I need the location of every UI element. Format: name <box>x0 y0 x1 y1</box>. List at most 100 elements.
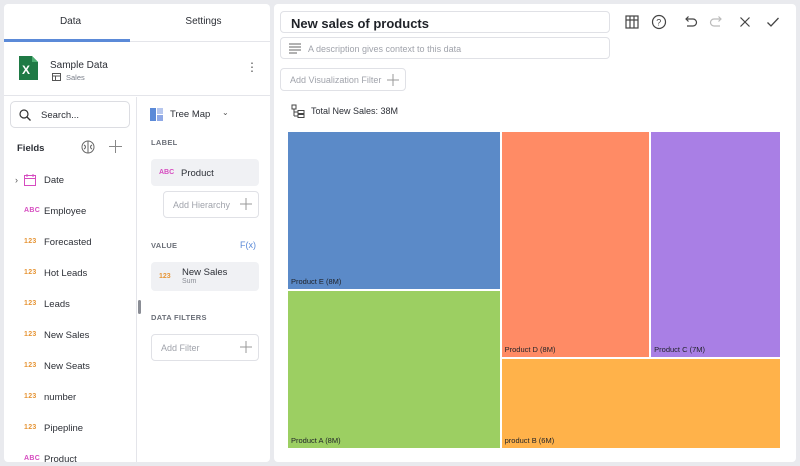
plus-icon <box>240 341 252 353</box>
treemap-cell-label: Product E (8M) <box>291 277 342 286</box>
treemap-cell-label: product B (6M) <box>504 435 555 445</box>
visualization-config: Tree Map ⌄ LABEL ABC Product Add Hierarc… <box>138 97 270 462</box>
field-pipepline[interactable]: 123 Pipepline <box>4 419 136 439</box>
field-new-seats[interactable]: 123 New Seats <box>4 357 136 377</box>
redo-icon[interactable] <box>708 13 726 31</box>
field-name: Product <box>44 454 77 462</box>
field-name: New Sales <box>44 330 90 341</box>
help-icon[interactable]: ? <box>650 13 668 31</box>
plus-icon <box>387 74 399 86</box>
search-placeholder: Search... <box>41 110 80 121</box>
treemap-chart: Product E (8M) Product A (8M) Product D (8… <box>287 131 781 449</box>
description-placeholder: A description gives context to this data <box>308 44 462 54</box>
svg-text:X: X <box>22 63 30 77</box>
formula-button[interactable]: F(x) <box>240 240 256 250</box>
treemap-cell-product-d[interactable]: Product D (8M) <box>500 131 651 359</box>
abc-type-icon: ABC <box>24 207 41 214</box>
number-type-icon: 123 <box>24 424 37 431</box>
field-hot-leads[interactable]: 123 Hot Leads <box>4 264 136 284</box>
close-icon[interactable] <box>736 13 754 31</box>
field-name: Leads <box>44 299 70 310</box>
undo-icon[interactable] <box>681 13 699 31</box>
visualization-editor: New sales of products A description give… <box>274 4 796 462</box>
number-type-icon: 123 <box>24 393 37 400</box>
add-field-icon[interactable] <box>109 140 122 153</box>
add-hierarchy-button[interactable]: Add Hierarchy <box>163 191 259 218</box>
search-icon <box>19 109 31 121</box>
panel-splitter-handle[interactable] <box>138 300 141 314</box>
field-name: Date <box>44 175 65 186</box>
search-input[interactable]: Search... <box>10 101 130 128</box>
active-tab-indicator <box>4 39 130 42</box>
number-type-icon: 123 <box>24 300 37 307</box>
calendar-icon <box>24 174 36 186</box>
source-sheet: Sales <box>66 73 85 82</box>
chevron-right-icon[interactable]: › <box>15 175 18 185</box>
number-type-icon: 123 <box>159 273 171 280</box>
data-panel: Data Settings X Sample Data Sales ⋮ Sear… <box>4 4 270 462</box>
source-name: Sample Data <box>50 60 108 71</box>
treemap-cell-product-b[interactable]: product B (6M) <box>500 358 781 449</box>
field-name: Employee <box>44 206 87 217</box>
brain-icon[interactable] <box>81 140 95 154</box>
fields-column: Search... Fields › Date ABC Employee <box>4 97 137 462</box>
number-type-icon: 123 <box>24 362 37 369</box>
number-type-icon: 123 <box>24 331 37 338</box>
add-hierarchy-label: Add Hierarchy <box>173 200 231 210</box>
field-number[interactable]: 123 number <box>4 388 136 408</box>
add-filter-label: Add Filter <box>161 343 200 353</box>
treemap-cell-product-e[interactable]: Product E (8M) <box>287 131 501 290</box>
abc-type-icon: ABC <box>159 169 175 176</box>
field-date[interactable]: › Date <box>4 171 136 191</box>
panel-tabs: Data Settings <box>4 4 270 42</box>
field-name: number <box>44 392 77 403</box>
data-filters-header: DATA FILTERS <box>151 313 207 322</box>
tab-data[interactable]: Data <box>59 16 82 27</box>
visualization-type-label: Tree Map <box>170 109 211 120</box>
value-field-pill[interactable]: 123 New Sales Sum <box>151 262 259 291</box>
label-field-name: Product <box>181 168 214 179</box>
confirm-check-icon[interactable] <box>764 13 782 31</box>
more-options-icon[interactable]: ⋮ <box>246 60 258 74</box>
treemap-cell-product-a[interactable]: Product A (8M) <box>287 290 501 449</box>
field-leads[interactable]: 123 Leads <box>4 295 136 315</box>
field-employee[interactable]: ABC Employee <box>4 202 136 222</box>
field-name: Pipepline <box>44 423 84 434</box>
field-product[interactable]: ABC Product <box>4 450 136 462</box>
treemap-icon <box>150 108 163 121</box>
title-input[interactable]: New sales of products <box>280 11 610 33</box>
field-name: Forecasted <box>44 237 92 248</box>
chevron-down-icon: ⌄ <box>222 108 229 117</box>
field-forecasted[interactable]: 123 Forecasted <box>4 233 136 253</box>
add-filter-button[interactable]: Add Filter <box>151 334 259 361</box>
total-new-sales: Total New Sales: 38M <box>311 106 399 116</box>
value-aggregation: Sum <box>182 278 197 285</box>
description-input[interactable]: A description gives context to this data <box>280 37 610 59</box>
plus-icon <box>240 198 252 210</box>
treemap-cell-product-c[interactable]: Product C (7M) <box>650 131 781 359</box>
tab-settings[interactable]: Settings <box>185 16 222 27</box>
number-type-icon: 123 <box>24 238 37 245</box>
label-field-pill[interactable]: ABC Product <box>151 159 259 186</box>
text-lines-icon <box>289 43 301 54</box>
treemap-cell-label: Product A (8M) <box>291 436 341 445</box>
visualization-title: New sales of products <box>291 16 429 31</box>
excel-icon: X <box>19 56 38 80</box>
label-section-header: LABEL <box>151 138 178 147</box>
data-source[interactable]: X Sample Data Sales ⋮ <box>4 42 270 96</box>
value-section-header: VALUE <box>151 241 178 250</box>
hierarchy-icon[interactable] <box>291 104 305 118</box>
table-view-icon[interactable] <box>623 13 641 31</box>
field-name: Hot Leads <box>44 268 88 279</box>
treemap-cell-label: Product D (8M) <box>504 345 556 355</box>
sheet-icon <box>52 73 61 81</box>
visualization-filter-label: Add Visualization Filter <box>290 75 382 85</box>
field-new-sales[interactable]: 123 New Sales <box>4 326 136 346</box>
abc-type-icon: ABC <box>24 455 41 462</box>
fields-header: Fields <box>17 143 45 154</box>
add-visualization-filter-button[interactable]: Add Visualization Filter <box>280 68 406 91</box>
treemap-cell-label: Product C (7M) <box>654 345 706 355</box>
value-field-name: New Sales <box>182 267 228 278</box>
field-name: New Seats <box>44 361 90 372</box>
svg-text:?: ? <box>656 18 661 28</box>
